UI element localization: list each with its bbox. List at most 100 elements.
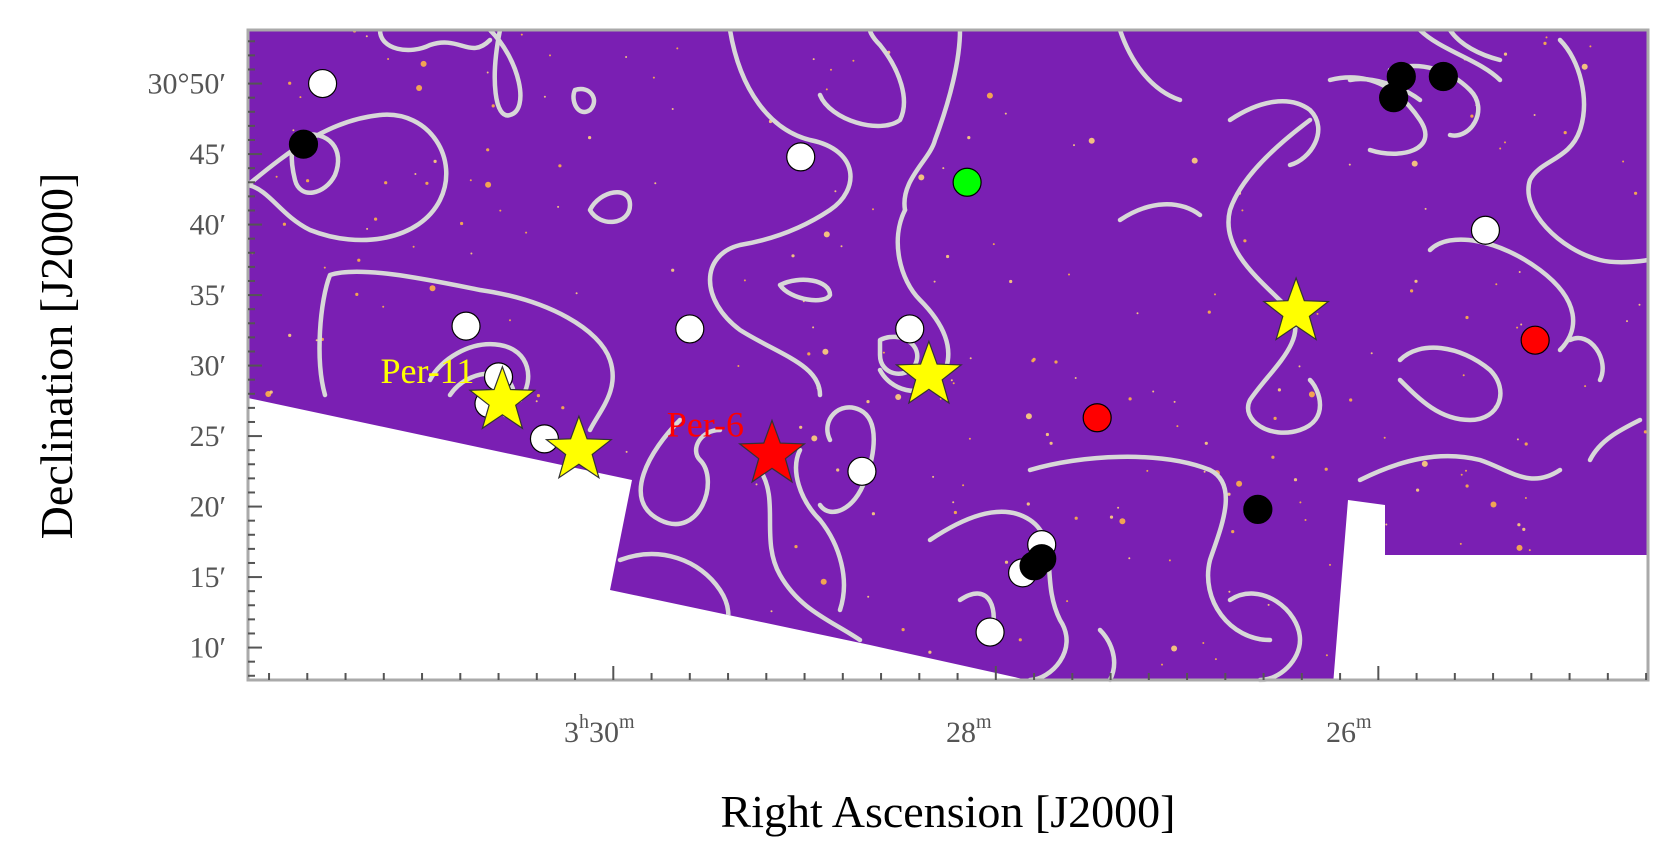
background-star xyxy=(486,148,490,152)
background-star xyxy=(543,95,546,98)
background-star xyxy=(1161,663,1163,666)
background-star xyxy=(671,268,675,272)
contour-line xyxy=(487,30,523,118)
contour-line xyxy=(1387,63,1481,138)
contour-line xyxy=(377,30,493,53)
annotation-per-11: Per-11 xyxy=(380,351,474,391)
background-star xyxy=(1004,112,1007,115)
background-star xyxy=(1236,480,1243,487)
background-star xyxy=(536,394,541,398)
background-star xyxy=(654,182,657,185)
background-star xyxy=(1620,578,1623,581)
background-star xyxy=(558,164,562,168)
background-star xyxy=(1411,160,1418,167)
x-tick-labels: 3h30m 28m 26m xyxy=(564,711,1372,749)
background-star xyxy=(1462,374,1465,377)
background-star xyxy=(1612,583,1615,586)
background-star xyxy=(1451,623,1455,627)
background-star xyxy=(871,512,876,516)
background-star xyxy=(1068,273,1070,276)
background-star xyxy=(1553,570,1556,573)
background-star xyxy=(625,450,628,453)
background-star xyxy=(1348,163,1351,166)
background-star xyxy=(1191,157,1198,164)
background-star xyxy=(1304,519,1307,521)
contour-line xyxy=(587,190,633,225)
y-tick-label: 40′ xyxy=(189,209,226,242)
background-star xyxy=(1503,52,1508,56)
y-tick-label: 30°50′ xyxy=(147,68,226,101)
contour-line xyxy=(793,447,847,613)
background-star xyxy=(867,595,870,598)
background-star xyxy=(1563,593,1567,597)
x-tick-label-28: 28m xyxy=(946,711,992,749)
y-tick-label: 35′ xyxy=(189,279,226,312)
marker-circle xyxy=(1019,551,1049,581)
background-star xyxy=(433,159,437,163)
x-tick-m-superscript: m xyxy=(1356,711,1372,733)
background-star xyxy=(382,305,385,308)
background-star xyxy=(799,425,803,429)
background-star xyxy=(743,279,746,282)
background-star xyxy=(1592,629,1594,632)
background-star xyxy=(812,58,815,61)
background-star xyxy=(1533,114,1536,116)
background-star xyxy=(588,136,592,140)
y-tick-label: 15′ xyxy=(189,561,226,594)
background-star xyxy=(942,167,945,170)
contour-line xyxy=(638,417,723,527)
background-star xyxy=(1025,413,1032,420)
background-star xyxy=(1316,312,1319,315)
background-star xyxy=(1626,320,1628,323)
background-star xyxy=(950,379,953,382)
background-star xyxy=(485,181,492,188)
background-star xyxy=(830,68,832,71)
background-star xyxy=(836,468,840,472)
x-tick-minutes: 26 xyxy=(1326,716,1356,749)
background-star xyxy=(794,545,798,549)
background-star xyxy=(1214,658,1217,661)
contour-line xyxy=(289,131,341,195)
background-star xyxy=(1543,41,1547,46)
background-star xyxy=(1168,559,1171,562)
background-star xyxy=(557,205,560,208)
background-star xyxy=(1414,279,1418,283)
background-star xyxy=(1136,312,1139,315)
contour-line xyxy=(1227,99,1321,168)
contour-line xyxy=(1027,454,1273,643)
background-star xyxy=(1563,131,1567,135)
background-star xyxy=(315,339,318,342)
background-star xyxy=(286,574,290,579)
background-star xyxy=(1483,588,1486,591)
marker-circle xyxy=(1428,61,1458,92)
background-star xyxy=(1545,36,1548,39)
background-star xyxy=(1602,604,1607,608)
background-star xyxy=(1018,638,1022,642)
background-star xyxy=(1468,625,1471,628)
background-star xyxy=(952,501,955,504)
contour-line xyxy=(817,405,876,515)
plot-frame xyxy=(246,28,1650,682)
background-star xyxy=(520,33,523,36)
background-star xyxy=(1243,239,1247,243)
marker-star xyxy=(894,339,963,405)
background-star xyxy=(1273,416,1277,420)
background-star xyxy=(1581,63,1588,70)
background-star xyxy=(282,222,286,226)
background-star xyxy=(1267,603,1270,606)
background-star xyxy=(420,60,427,67)
background-star xyxy=(822,348,829,355)
background-star xyxy=(812,326,815,329)
background-star xyxy=(365,35,368,38)
background-star xyxy=(506,556,509,559)
background-star xyxy=(575,292,578,295)
background-star xyxy=(1517,523,1521,527)
marker-circle xyxy=(1379,83,1409,113)
background-star xyxy=(1518,271,1521,273)
background-star xyxy=(448,655,451,658)
background-star xyxy=(791,254,795,258)
background-star xyxy=(387,58,390,60)
background-star xyxy=(932,475,935,478)
background-star xyxy=(269,390,273,394)
